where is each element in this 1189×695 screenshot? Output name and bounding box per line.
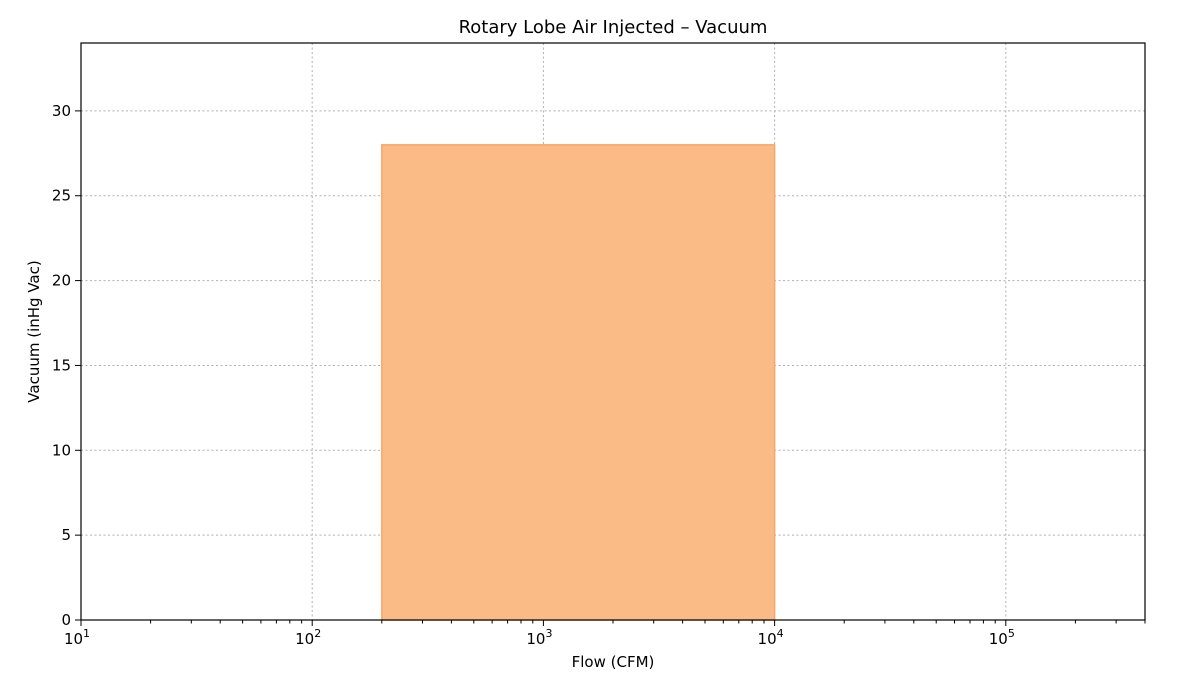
y-tick-label: 30 <box>52 102 71 120</box>
x-tick-label: 103 <box>526 627 552 648</box>
chart-title: Rotary Lobe Air Injected – Vacuum <box>459 17 768 38</box>
plot-frame <box>80 42 1146 621</box>
x-tick-label: 105 <box>989 627 1015 648</box>
y-axis-label: Vacuum (inHg Vac) <box>25 260 43 402</box>
operating-region <box>381 144 776 621</box>
y-tick-label: 5 <box>61 526 71 544</box>
x-tick-label: 104 <box>758 627 784 648</box>
regions <box>381 144 776 621</box>
tick-labels: 101 102 103 104 105 0 5 10 15 20 25 30 <box>52 102 1015 648</box>
y-tick-label: 10 <box>52 441 71 459</box>
y-tick-label: 25 <box>52 187 71 205</box>
x-tick-label: 102 <box>295 627 321 648</box>
x-axis-label: Flow (CFM) <box>572 653 655 671</box>
y-tick-label: 0 <box>61 611 71 629</box>
x-tick-label: 101 <box>64 627 90 648</box>
y-tick-label: 15 <box>52 356 71 374</box>
y-tick-label: 20 <box>52 272 71 290</box>
